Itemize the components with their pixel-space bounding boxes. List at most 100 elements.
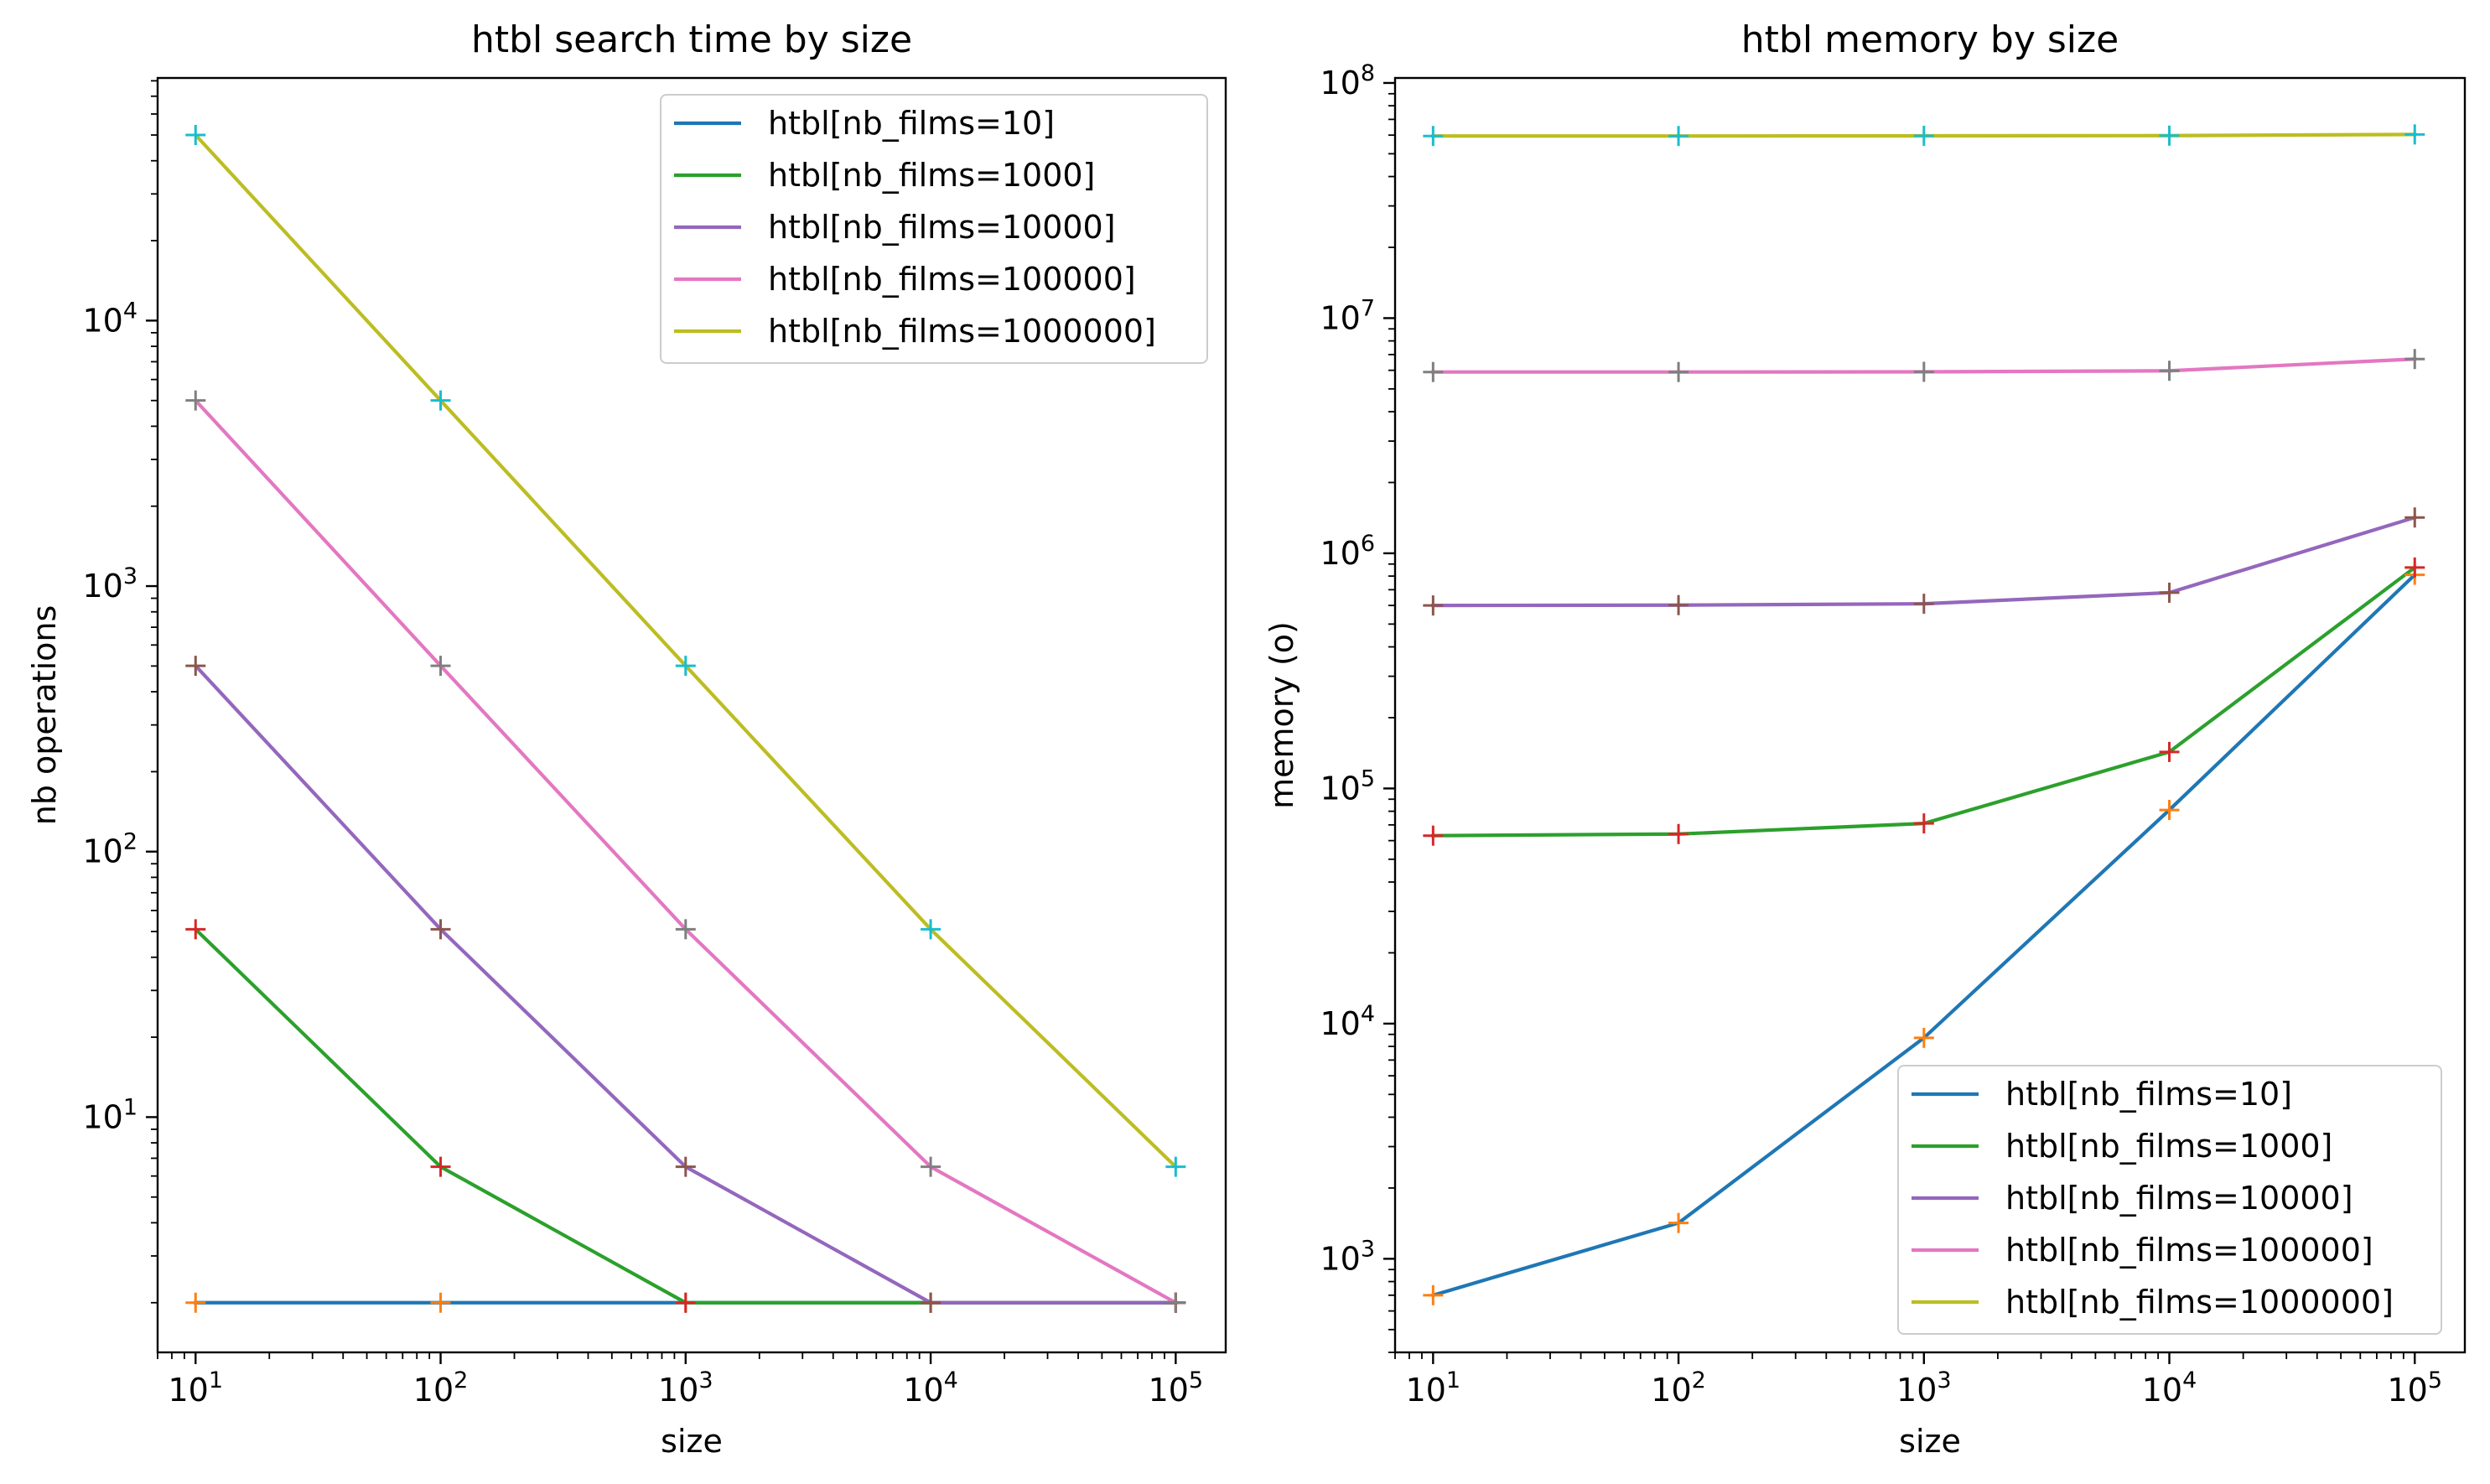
x-tick-label: 105: [2387, 1367, 2442, 1409]
tick-exponent: 1: [123, 1094, 137, 1120]
x-tick-label: 104: [2142, 1367, 2197, 1409]
y-axis-label: memory (o): [1263, 621, 1300, 809]
data-point: [675, 1292, 696, 1313]
legend-label: htbl[nb_films=10000]: [768, 209, 1116, 246]
tick-base: 10: [1896, 1372, 1937, 1409]
data-point: [2159, 741, 2180, 762]
tick-exponent: 4: [1361, 1001, 1375, 1027]
tick-exponent: 5: [1361, 765, 1375, 791]
data-point: [921, 919, 942, 940]
y-tick-label: 104: [1320, 1001, 1375, 1042]
data-point: [2404, 124, 2425, 145]
data-point: [430, 1292, 451, 1313]
data-point: [1668, 594, 1689, 615]
tick-exponent: 5: [2428, 1367, 2442, 1393]
tick-exponent: 1: [1446, 1367, 1460, 1393]
data-point: [2404, 349, 2425, 370]
tick-exponent: 4: [2182, 1367, 2197, 1393]
data-point: [1423, 361, 1444, 382]
data-point: [1668, 823, 1689, 844]
tick-base: 10: [82, 1098, 122, 1135]
legend-label: htbl[nb_films=100000]: [2005, 1232, 2373, 1269]
y-tick-label: 106: [1320, 531, 1375, 572]
chart-panel-1: htbl search time by size size nb operation…: [26, 18, 1227, 1460]
tick-base: 10: [1320, 535, 1360, 572]
data-point: [430, 919, 451, 940]
tick-exponent: 3: [1361, 1236, 1375, 1262]
plot-frame: [1393, 76, 2467, 1354]
data-point: [921, 1156, 942, 1177]
legend-label: htbl[nb_films=1000000]: [2005, 1284, 2394, 1321]
tick-base: 10: [1320, 770, 1360, 807]
legend-label: htbl[nb_films=10000]: [2005, 1180, 2353, 1217]
data-point: [921, 1292, 942, 1313]
legend-label: htbl[nb_films=10]: [2005, 1076, 2292, 1113]
data-point: [2159, 125, 2180, 146]
data-point: [1423, 126, 1444, 147]
tick-base: 10: [1320, 1240, 1360, 1277]
data-point: [1668, 1212, 1689, 1233]
legend-label: htbl[nb_films=1000]: [768, 157, 1095, 194]
y-tick-label: 101: [82, 1094, 137, 1135]
tick-base: 10: [903, 1372, 943, 1409]
tick-exponent: 7: [1361, 295, 1375, 321]
tick-exponent: 4: [123, 298, 137, 324]
data-point: [1423, 1284, 1444, 1305]
plot-frame: [156, 76, 1227, 1354]
data-point: [675, 919, 696, 940]
legend-label: htbl[nb_films=10]: [768, 105, 1055, 142]
data-point: [1913, 813, 1934, 834]
chart-title: htbl search time by size: [471, 18, 912, 61]
data-point: [1668, 361, 1689, 382]
y-tick-label: 107: [1320, 295, 1375, 336]
tick-exponent: 1: [209, 1367, 223, 1393]
tick-exponent: 4: [944, 1367, 958, 1393]
y-tick-label: 104: [82, 298, 137, 339]
data-point: [1913, 594, 1934, 615]
data-point: [185, 1292, 206, 1313]
y-tick-label: 105: [1320, 765, 1375, 807]
tick-base: 10: [1651, 1372, 1691, 1409]
y-tick-label: 102: [82, 829, 137, 870]
legend-label: htbl[nb_films=1000000]: [768, 313, 1156, 350]
data-point: [1165, 1292, 1186, 1313]
data-point: [675, 1156, 696, 1177]
x-tick-label: 104: [903, 1367, 958, 1409]
x-tick-label: 102: [1651, 1367, 1706, 1409]
tick-base: 10: [413, 1372, 454, 1409]
tick-exponent: 3: [123, 563, 137, 589]
tick-exponent: 3: [698, 1367, 713, 1393]
data-point: [185, 390, 206, 411]
x-tick-label: 103: [658, 1367, 713, 1409]
tick-exponent: 2: [1692, 1367, 1706, 1393]
x-axis-label: size: [1899, 1423, 1961, 1460]
tick-exponent: 3: [1937, 1367, 1951, 1393]
plot-data: [185, 125, 1186, 1313]
x-tick-label: 103: [1896, 1367, 1952, 1409]
y-tick-label: 103: [1320, 1236, 1375, 1277]
x-tick-label: 101: [168, 1367, 223, 1409]
tick-base: 10: [1149, 1372, 1189, 1409]
data-point: [2404, 557, 2425, 578]
tick-base: 10: [1320, 65, 1360, 101]
legend-box: [1897, 1065, 2442, 1335]
data-point: [2404, 507, 2425, 528]
tick-exponent: 2: [454, 1367, 468, 1393]
data-point: [1668, 126, 1689, 147]
legend-box: [660, 94, 1208, 364]
data-point: [2159, 582, 2180, 603]
tick-exponent: 6: [1361, 531, 1375, 557]
tick-base: 10: [658, 1372, 698, 1409]
tick-base: 10: [168, 1372, 208, 1409]
legend: htbl[nb_films=10] htbl[nb_films=1000]htbl…: [660, 94, 1208, 364]
tick-base: 10: [82, 302, 122, 339]
data-point: [675, 656, 696, 677]
data-point: [185, 125, 206, 146]
data-point: [1165, 1156, 1186, 1177]
data-point: [1913, 1027, 1934, 1048]
tick-base: 10: [2142, 1372, 2182, 1409]
tick-base: 10: [1320, 1005, 1360, 1042]
tick-base: 10: [82, 833, 122, 870]
x-tick-label: 101: [1406, 1367, 1461, 1409]
